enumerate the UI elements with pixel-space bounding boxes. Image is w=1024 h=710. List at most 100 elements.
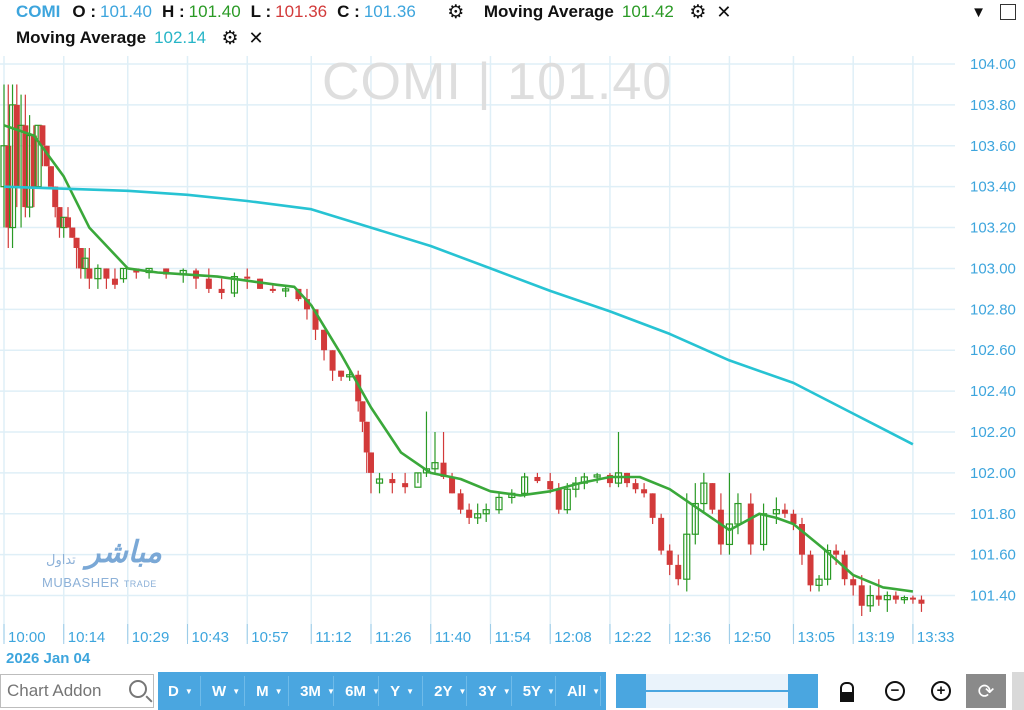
period-button-2y[interactable]: 2Y ▼ (428, 676, 468, 706)
caret-down-icon: ▼ (274, 686, 283, 696)
open-label: O : (72, 2, 96, 21)
candle-down (534, 476, 541, 482)
ma1-gear-icon[interactable]: ⚙ (689, 1, 707, 23)
candle-down (909, 597, 916, 600)
dropdown-triangle-icon[interactable]: ▼ (971, 3, 986, 21)
candle-down (303, 299, 310, 310)
candle-down (449, 476, 456, 494)
ohlc-legend: COMI O : 101.40 H : 101.40 L : 101.36 C … (16, 0, 734, 24)
logo-english-main: MUBASHER (42, 575, 120, 590)
y-tick-label: 102.80 (970, 301, 1016, 318)
y-tick-label: 101.40 (970, 588, 1016, 605)
ma2-gear-icon[interactable]: ⚙ (221, 27, 239, 49)
candle-up (414, 472, 422, 488)
lock-icon[interactable] (840, 682, 854, 702)
maximize-checkbox[interactable] (1000, 4, 1016, 20)
x-tick-label: 11:40 (435, 629, 471, 646)
candle-down (56, 207, 63, 228)
x-tick-label: 10:29 (132, 629, 170, 646)
bottom-toolbar: D▼W▼M▼3M▼6M▼Y▼2Y▼3Y▼5Y▼All▼ − + ⟳ (0, 672, 1024, 710)
period-button-6m[interactable]: 6M ▼ (339, 676, 380, 706)
candle-down (329, 350, 336, 371)
period-label: Y (390, 682, 401, 700)
caret-down-icon: ▼ (458, 686, 467, 696)
chart-addon-search[interactable] (0, 674, 154, 708)
candle-down (747, 503, 754, 545)
y-tick-label: 104.00 (970, 56, 1016, 73)
refresh-icon[interactable]: ⟳ (966, 674, 1006, 708)
candle-up (81, 257, 89, 270)
candle-down (850, 579, 857, 586)
period-label: 3M (300, 682, 321, 700)
range-slider[interactable] (616, 674, 818, 708)
range-slider-left-handle[interactable] (616, 674, 646, 708)
range-slider-track (646, 690, 788, 692)
y-tick-label: 102.00 (970, 465, 1016, 482)
period-button-m[interactable]: M ▼ (250, 676, 290, 706)
period-label: 3Y (478, 682, 497, 700)
logo-english-small: TRADE (123, 579, 157, 589)
moving-average-lines (3, 124, 914, 593)
candle-down (717, 509, 724, 545)
candle-down (658, 517, 665, 551)
gear-icon[interactable]: ⚙ (447, 1, 465, 23)
candle-down (402, 483, 409, 488)
x-tick-label: 11:26 (375, 629, 411, 646)
close-label: C : (337, 2, 360, 21)
candle-up (94, 267, 102, 280)
caret-down-icon: ▼ (232, 686, 241, 696)
candle-up (866, 594, 874, 607)
candle-down (807, 554, 814, 586)
ma2-close-icon[interactable]: ✕ (248, 27, 264, 48)
logo-english: MUBASHER TRADE (42, 575, 157, 590)
zoom-in-icon[interactable]: + (930, 680, 952, 702)
x-tick-label: 10:14 (68, 629, 106, 646)
candle-down (833, 550, 840, 555)
high-label: H : (162, 2, 185, 21)
date-label: 2026 Jan 04 (6, 650, 91, 667)
side-scrollbar[interactable] (1012, 672, 1024, 710)
candle-up (683, 533, 691, 580)
period-button-5y[interactable]: 5Y ▼ (516, 676, 556, 706)
candle-down (43, 145, 50, 167)
y-axis-labels: 104.00 103.80 103.60 103.40 103.20 103.00 102.… (970, 56, 1016, 605)
period-button-3m[interactable]: 3M ▼ (294, 676, 335, 706)
price-chart[interactable]: 104.00 103.80 103.60 103.40 103.20 103.00 102.… (0, 0, 1024, 672)
x-tick-label: 11:12 (315, 629, 351, 646)
candle-down (86, 268, 93, 279)
candle-up (563, 488, 571, 511)
search-icon[interactable] (129, 680, 147, 698)
y-tick-label: 101.60 (970, 547, 1016, 564)
period-button-y[interactable]: Y ▼ (384, 676, 424, 706)
period-label: 6M (345, 682, 366, 700)
candle-down (312, 309, 319, 330)
legend-symbol: COMI (16, 2, 61, 21)
candle-up (521, 476, 529, 494)
zoom-out-icon[interactable]: − (884, 680, 906, 702)
period-button-3y[interactable]: 3Y ▼ (472, 676, 512, 706)
caret-down-icon: ▼ (406, 686, 415, 696)
y-tick-label: 103.40 (970, 179, 1016, 196)
y-tick-label: 102.20 (970, 424, 1016, 441)
period-button-d[interactable]: D ▼ (162, 676, 202, 706)
chart-addon-input[interactable] (1, 675, 129, 707)
period-button-all[interactable]: All ▼ (560, 676, 601, 706)
candle-down (244, 276, 251, 279)
candle-down (440, 462, 447, 477)
ma1-close-icon[interactable]: ✕ (716, 1, 732, 22)
high-value: 101.40 (188, 2, 241, 21)
period-button-w[interactable]: W ▼ (206, 676, 246, 706)
candle-down (606, 474, 613, 484)
candle-down (321, 329, 328, 351)
candle-down (466, 509, 473, 518)
x-tick-label: 12:36 (674, 629, 712, 646)
low-label: L : (250, 2, 272, 21)
range-slider-right-handle[interactable] (788, 674, 818, 708)
candle-up (772, 509, 780, 515)
x-tick-label: 13:33 (917, 629, 955, 646)
candle-down (555, 489, 562, 510)
candle-down (675, 564, 682, 580)
candle-up (474, 513, 482, 519)
top-right-controls: ▼ (971, 0, 1016, 24)
chart-watermark: COMI | 101.40 (322, 53, 673, 111)
